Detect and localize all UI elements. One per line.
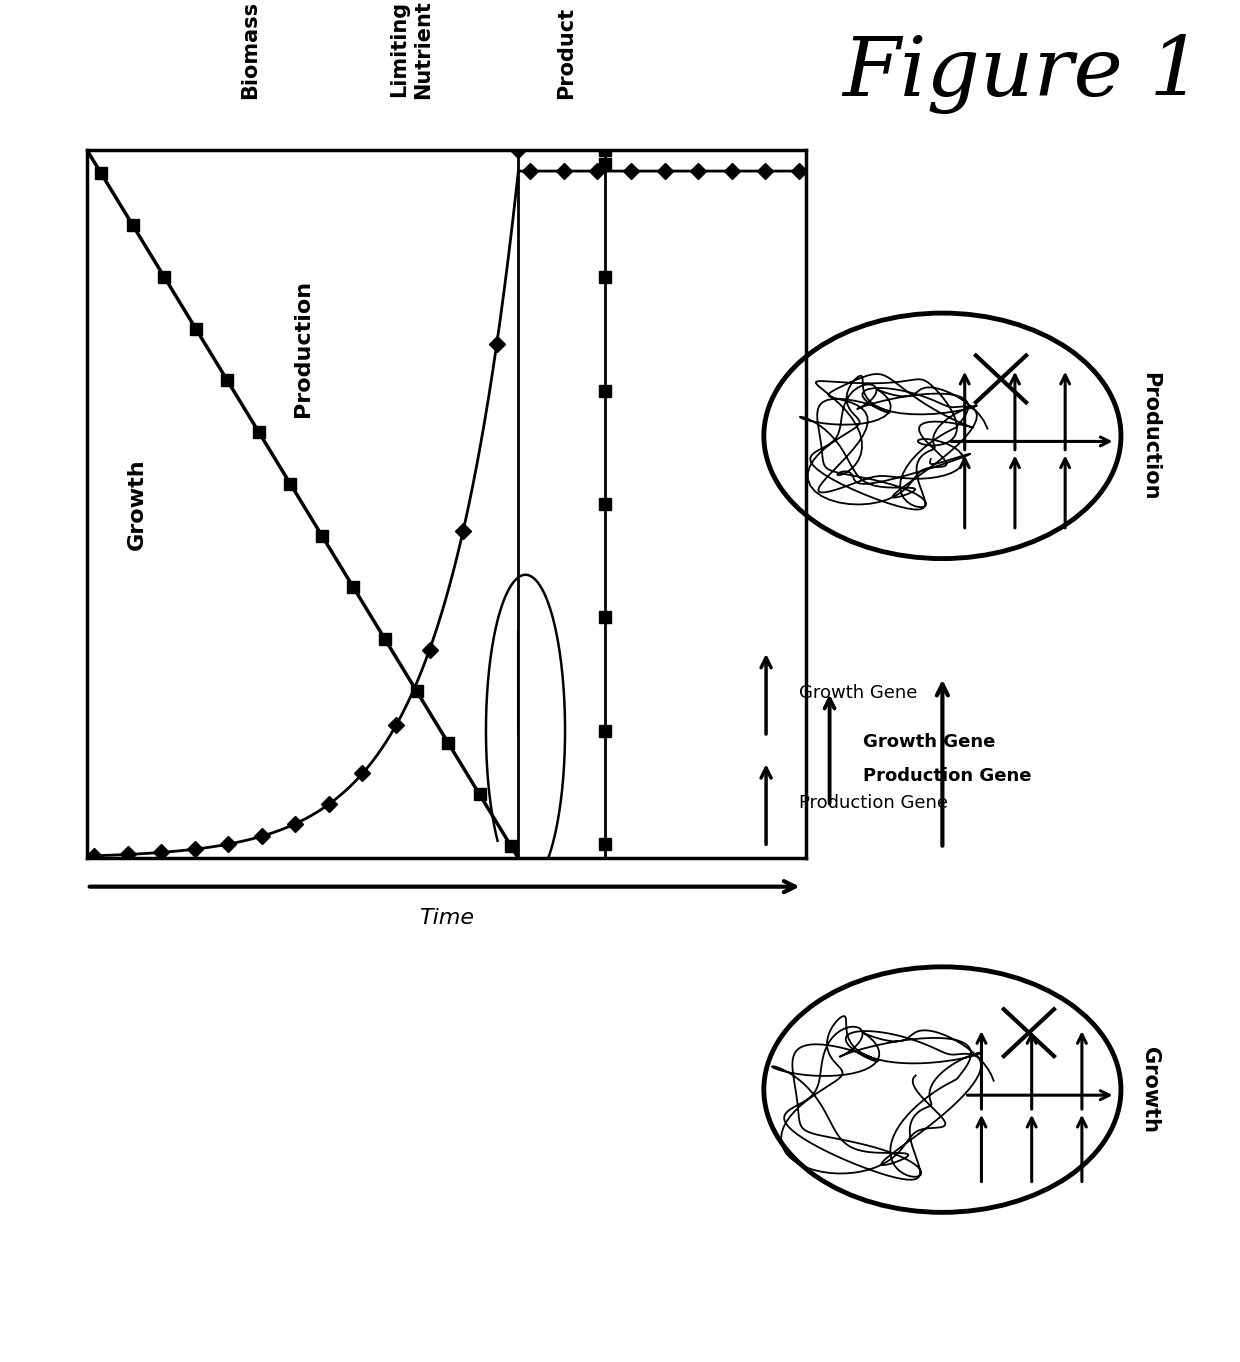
Text: Growth Gene: Growth Gene	[799, 684, 918, 701]
Text: Figure 1: Figure 1	[842, 34, 1203, 114]
Text: Production: Production	[293, 279, 312, 417]
Text: Production Gene: Production Gene	[863, 767, 1032, 786]
Text: Production: Production	[1140, 372, 1159, 500]
Text: Limiting
Nutrient: Limiting Nutrient	[389, 0, 433, 99]
Text: Production Gene: Production Gene	[799, 794, 949, 812]
Text: Growth: Growth	[128, 458, 148, 550]
Text: Time: Time	[419, 907, 474, 928]
Text: Growth Gene: Growth Gene	[863, 733, 996, 752]
Text: Product: Product	[556, 7, 575, 99]
Text: Growth: Growth	[1140, 1046, 1159, 1133]
Text: Biomass: Biomass	[241, 0, 260, 99]
